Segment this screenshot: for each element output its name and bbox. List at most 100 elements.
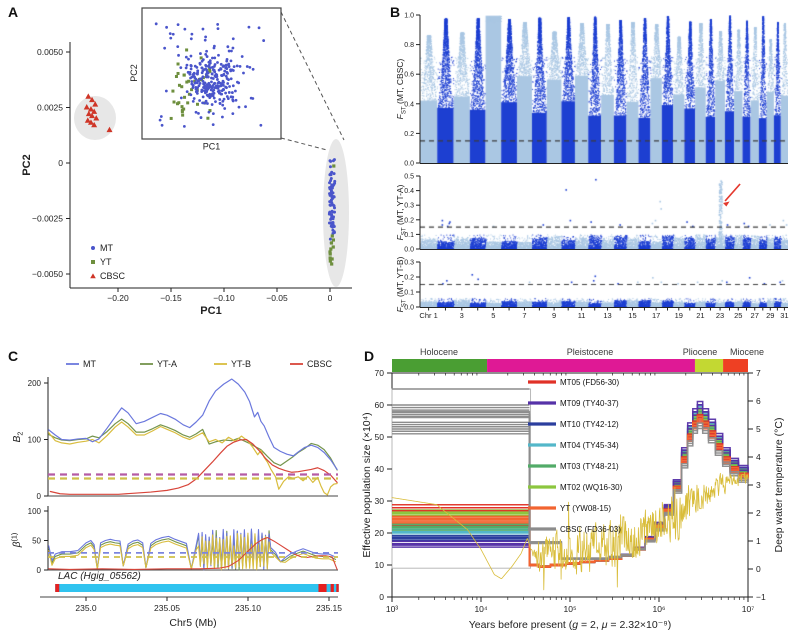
panel-c-label: C — [8, 348, 19, 364]
year-tick-label: 10³ — [386, 604, 398, 614]
pc2-tick-label: 0.0025 — [37, 102, 63, 112]
chr-tick-label: 9 — [552, 311, 556, 320]
chr-tick-label: 11 — [578, 311, 586, 320]
ne-tick-label: 40 — [375, 464, 385, 474]
gene-label: LAC (Hgig_05562) — [58, 571, 141, 582]
legend-item-label: YT — [100, 257, 112, 267]
chr-tick-label: 3 — [460, 311, 464, 320]
chr-tick-label: 5 — [491, 311, 495, 320]
panel-c-selection: MT YT-A YT-B CBSC 0 100 200 B2 0 50 100 β(1) 235.0 23… — [10, 359, 343, 629]
legend-item-label: MT05 (FD56-30) — [560, 378, 619, 387]
mb-tick-label: 235.05 — [154, 603, 180, 613]
fst-mt-cbsc-manhattan-canvas — [420, 15, 788, 163]
beta-ylabel: β(1) — [10, 533, 23, 549]
temp-tick-label: 4 — [756, 452, 761, 462]
year-tick-label: 10⁵ — [564, 604, 577, 614]
pca-inset: PC1 PC2 — [129, 7, 282, 152]
epoch-label: Pliocene — [683, 347, 718, 357]
pc2-tick-label: 0.0050 — [37, 47, 63, 57]
chr-tick-label: 21 — [696, 311, 704, 320]
legend-item-label: CBSC (FD36-03) — [560, 525, 621, 534]
year-tick-label: 10⁶ — [653, 604, 666, 614]
temp-tick-label: 1 — [756, 536, 761, 546]
legend-item-label: YT-B — [231, 359, 251, 369]
inset-pc2-label: PC2 — [129, 64, 139, 82]
chr-tick-label: 17 — [652, 311, 660, 320]
fst-ytick-label: 0.2 — [404, 217, 414, 224]
ne-tick-label: 10 — [375, 560, 385, 570]
pc2-tick-label: −0.0050 — [32, 269, 63, 279]
chr-tick-label: 13 — [603, 311, 611, 320]
fst-ytick-label: 0.3 — [404, 203, 414, 210]
ne-tick-label: 30 — [375, 496, 385, 506]
b2-ytick-label: 200 — [28, 379, 42, 388]
pc1-tick-label: −0.10 — [213, 293, 235, 303]
ne-tick-label: 0 — [379, 592, 384, 602]
fst-ytick-label: 0.3 — [404, 260, 414, 267]
fst-ytick-label: 0.4 — [404, 188, 414, 195]
legend-item-label: MT — [83, 359, 96, 369]
fst-ytick-label: 0.1 — [404, 290, 414, 297]
pc1-tick-label: −0.05 — [266, 293, 288, 303]
fst-ytick-label: 0.1 — [404, 232, 414, 239]
chr-tick-label: 31 — [780, 311, 788, 320]
temp-axis-label: Deep water temperature (°C) — [773, 418, 785, 553]
temp-tick-label: 7 — [756, 368, 761, 378]
epoch-bar: Holocene Pleistocene Pliocene Miocene — [392, 347, 764, 372]
legend-item-label: MT04 (TY45-34) — [560, 441, 619, 450]
fst-mt-yta-manhattan-canvas — [420, 176, 788, 249]
fst-ytick-label: 0.6 — [404, 72, 414, 79]
epoch-label: Holocene — [420, 347, 458, 357]
legend-item-label: CBSC — [307, 359, 333, 369]
chr-tick-label: 19 — [675, 311, 683, 320]
pc2-tick-label: −0.0025 — [32, 213, 63, 223]
chr-tick-label: 25 — [734, 311, 742, 320]
mb-tick-label: 235.0 — [75, 603, 97, 613]
legend-item-label: MT10 (TY42-12) — [560, 420, 619, 429]
fst-ytick-label: 0.5 — [404, 174, 414, 181]
gene-track: LAC (Hgig_05562) — [55, 571, 339, 592]
fst-ytick-label: 0.0 — [404, 247, 414, 254]
pc1-tick-label: −0.15 — [160, 293, 182, 303]
pc1-axis-label: PC1 — [200, 305, 221, 317]
temp-tick-label: 3 — [756, 480, 761, 490]
fst-ylabel: FST (MT, YT-A) — [395, 184, 408, 240]
beta-ytick-label: 0 — [37, 566, 42, 575]
legend-item-label: MT03 (TY48-21) — [560, 462, 619, 471]
pc1-tick-label: 0 — [328, 293, 333, 303]
pca-points-cbsc — [83, 93, 113, 133]
chr-tick-label: 27 — [751, 311, 759, 320]
fst-ylabel: FST (MT, CBSC) — [395, 58, 408, 119]
panel-b-fst: 0.0 0.2 0.4 0.6 0.8 1.0 FST (MT, CBSC) 0.0 0.1 0.… — [395, 13, 789, 321]
inset-pc1-label: PC1 — [203, 142, 221, 152]
b2-ytick-label: 0 — [37, 492, 42, 501]
legend-item-label: MT — [100, 243, 113, 253]
fst-mt-ytb-manhattan-canvas — [420, 262, 788, 307]
panel-a-legend: MT YT CBSC — [90, 243, 126, 281]
chr-tick-label: 15 — [628, 311, 636, 320]
chr-tick-label: Chr 1 — [419, 311, 437, 320]
selection-peak-arrow — [723, 183, 741, 207]
panel-d-label: D — [364, 348, 375, 364]
b2-ytick-label: 100 — [28, 435, 42, 444]
temperature-curve — [391, 471, 749, 591]
chr-tick-label: 29 — [766, 311, 774, 320]
temp-tick-label: 0 — [756, 564, 761, 574]
fst-ytick-label: 0.2 — [404, 275, 414, 282]
fst-ytick-label: 0.2 — [404, 131, 414, 138]
year-tick-label: 10⁴ — [474, 604, 487, 614]
chr-tick-label: 23 — [716, 311, 724, 320]
ne-tick-label: 60 — [375, 400, 385, 410]
fst-ytick-label: 0.0 — [404, 161, 414, 168]
legend-item-label: MT09 (TY40-37) — [560, 399, 619, 408]
b2-ylabel: B2 — [12, 432, 25, 443]
epoch-label: Pleistocene — [567, 347, 614, 357]
panel-d-axes: 0 10 20 30 40 50 60 70 −1 0 1 2 3 4 5 6 7 10³ 10⁴ 10⁵ 10⁶ 10⁷… — [361, 368, 785, 631]
legend-item-label: YT-A — [157, 359, 177, 369]
legend-item-label: YT (YW08-15) — [560, 504, 611, 513]
fst-ytick-label: 1.0 — [404, 13, 414, 20]
fst-ytick-label: 0.4 — [404, 101, 414, 108]
epoch-label: Miocene — [730, 347, 764, 357]
pc2-axis-label: PC2 — [21, 154, 33, 175]
